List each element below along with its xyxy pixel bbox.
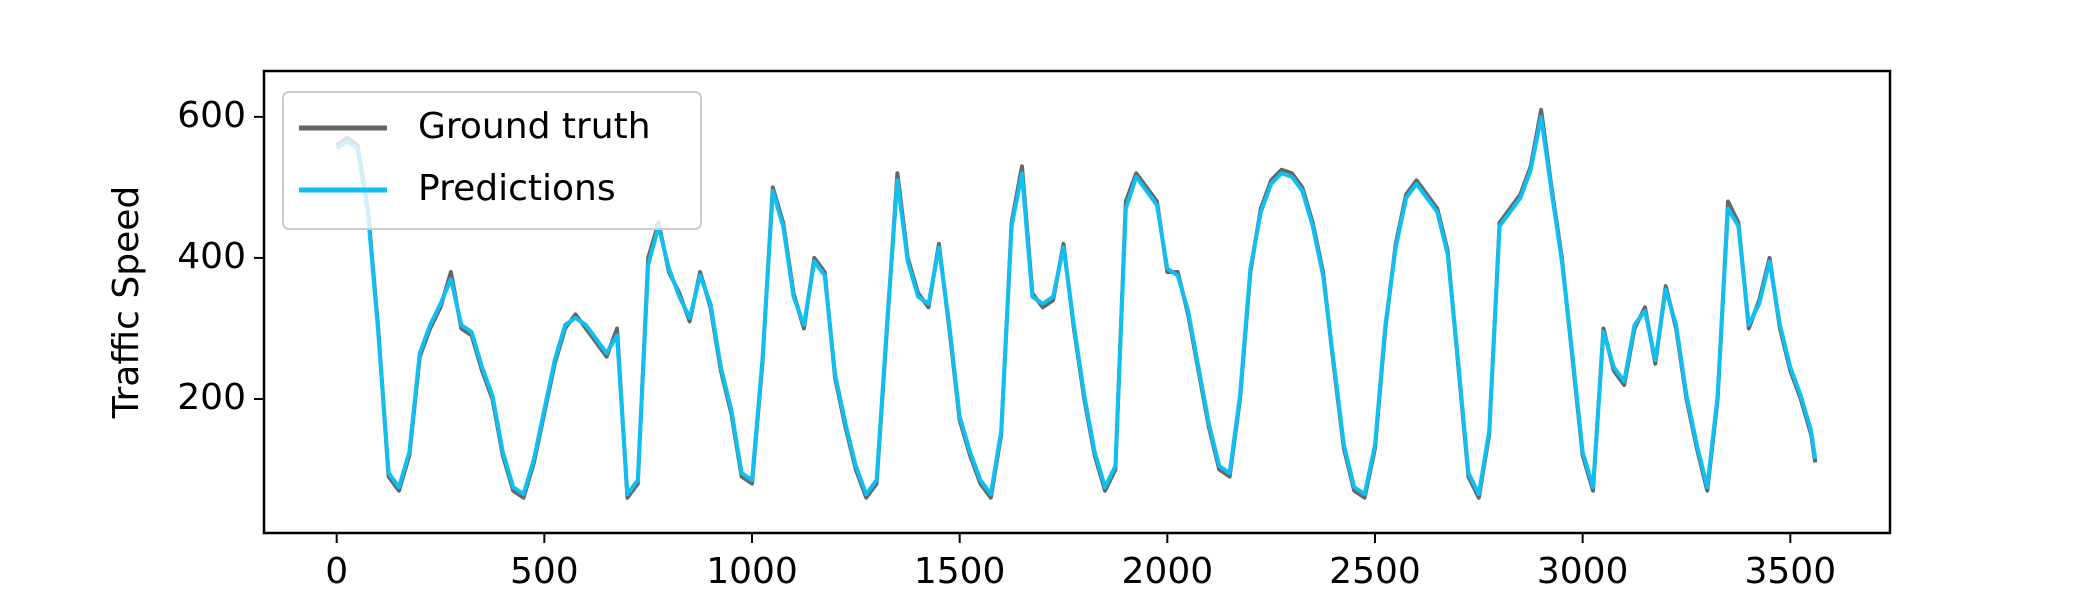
x-tick-label: 1000 [706, 551, 798, 592]
y-tick-label: 400 [177, 236, 246, 277]
plot-frame [262, 69, 1892, 535]
y-tick-label: 200 [177, 377, 246, 418]
x-tick-label: 0 [325, 551, 348, 592]
y-axis-label: Traffic Speed [106, 186, 147, 419]
x-tick-label: 3000 [1537, 551, 1629, 592]
legend-label: Ground truth [418, 106, 651, 147]
series-line [335, 114, 1818, 497]
y-tick-label: 600 [177, 95, 246, 136]
legend-frame [282, 91, 702, 230]
legend-label: Predictions [418, 168, 616, 209]
x-tick-label: 2500 [1329, 551, 1421, 592]
x-tick-label: 2000 [1122, 551, 1214, 592]
x-tick-label: 3500 [1745, 551, 1837, 592]
x-tick-label: 1500 [914, 551, 1006, 592]
x-tick-label: 500 [510, 551, 579, 592]
